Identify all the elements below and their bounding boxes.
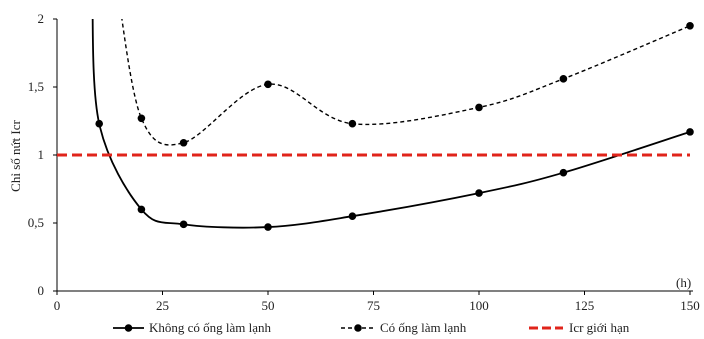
x-tick-label: 25 xyxy=(156,298,169,313)
data-point xyxy=(264,223,272,231)
data-point xyxy=(264,80,272,89)
data-point xyxy=(179,138,188,147)
tick-layer: 0 25 50 75 100 125 150 0 0,5 1 1,5 2 xyxy=(28,11,700,313)
x-tick-label: 50 xyxy=(262,298,275,313)
x-tick-label: 75 xyxy=(367,298,380,313)
y-tick-label: 0,5 xyxy=(28,215,44,230)
y-tick-label: 2 xyxy=(38,11,45,26)
data-point xyxy=(686,128,694,136)
y-tick-label: 1 xyxy=(38,147,45,162)
series-layer xyxy=(57,19,691,229)
legend-label: Không có ống làm lạnh xyxy=(149,320,272,335)
x-tick-label: 0 xyxy=(54,298,61,313)
x-tick-label: 125 xyxy=(575,298,595,313)
data-point xyxy=(137,205,146,214)
legend-item-icr-gioi-han: Icr giới hạn xyxy=(529,320,630,335)
data-point xyxy=(686,22,694,30)
y-tick-label: 0 xyxy=(38,283,45,298)
legend-item-co-ong: Có ống làm lạnh xyxy=(341,320,467,335)
legend-item-khong-co-ong: Không có ống làm lạnh xyxy=(113,320,272,335)
data-point xyxy=(179,220,188,229)
legend-marker xyxy=(354,324,362,332)
data-point xyxy=(348,119,357,128)
marker-layer xyxy=(95,22,694,231)
data-point xyxy=(475,189,483,197)
legend: Không có ống làm lạnh Có ống làm lạnh Ic… xyxy=(113,320,630,335)
legend-label: Có ống làm lạnh xyxy=(380,320,467,335)
x-tick-label: 150 xyxy=(680,298,700,313)
y-axis-title: Chỉ số nứt Icr xyxy=(8,119,23,191)
data-point xyxy=(348,212,357,220)
y-tick-label: 1,5 xyxy=(28,79,44,94)
x-tick-label: 100 xyxy=(469,298,489,313)
data-point xyxy=(559,168,568,177)
data-point xyxy=(137,114,146,123)
series-line xyxy=(121,19,691,146)
legend-label: Icr giới hạn xyxy=(569,320,630,335)
data-point xyxy=(559,75,568,83)
data-point xyxy=(475,103,483,112)
x-axis-unit-label: (h) xyxy=(676,275,691,290)
legend-marker xyxy=(124,324,133,332)
data-point xyxy=(95,119,103,128)
series-line xyxy=(91,19,691,229)
